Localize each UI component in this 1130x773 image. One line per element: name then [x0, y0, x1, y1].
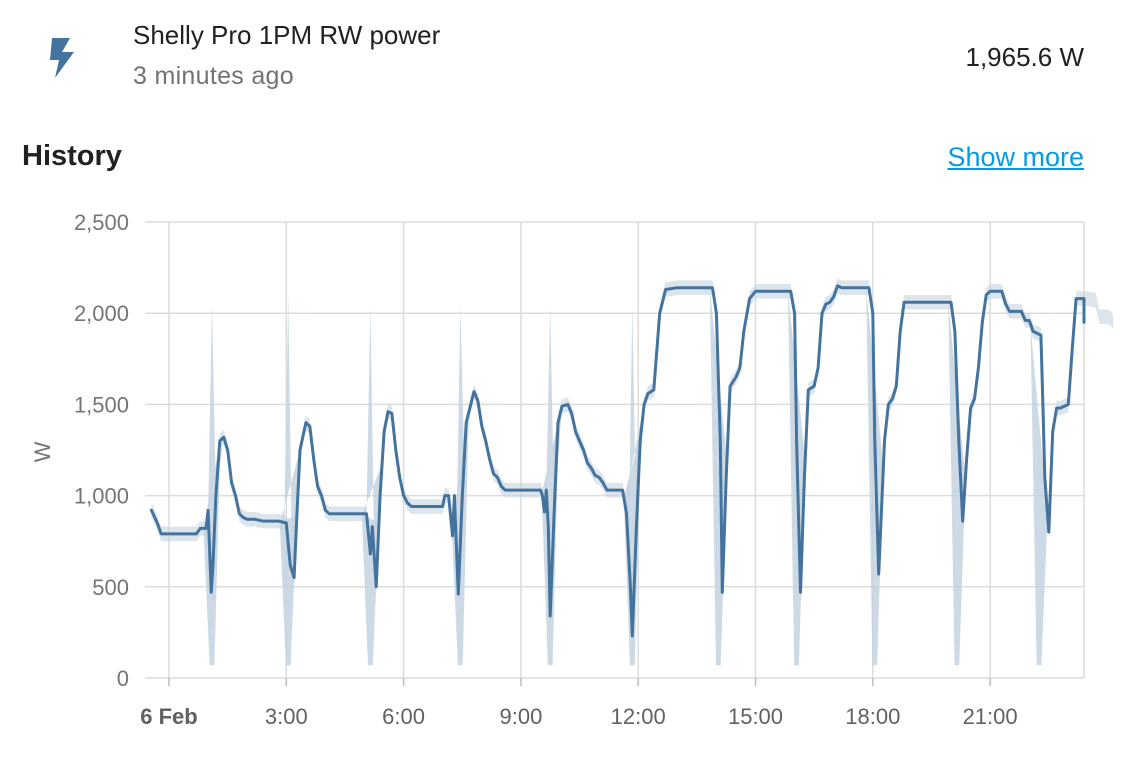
- y-tick-label: 1,000: [74, 484, 129, 509]
- min-band-spike: [948, 302, 966, 666]
- max-band-spike: [280, 294, 300, 572]
- power-series: [149, 284, 1086, 638]
- x-tick-label: 21:00: [963, 704, 1018, 729]
- max-band-spike: [452, 304, 473, 545]
- last-changed: 3 minutes ago: [133, 62, 294, 90]
- series-line: [149, 284, 1086, 638]
- y-axis: 0 500 1,000 1,500 2,000 2,500: [74, 210, 129, 691]
- x-tick-label: 12:00: [611, 704, 666, 729]
- y-axis-label: W: [30, 441, 55, 462]
- entity-row[interactable]: Shelly Pro 1PM RW power 3 minutes ago 1,…: [0, 0, 1130, 110]
- x-tick-label: 15:00: [728, 704, 783, 729]
- x-tick-label: 6:00: [382, 704, 425, 729]
- show-more-link[interactable]: Show more: [947, 142, 1084, 172]
- x-tick-label: 3:00: [265, 704, 308, 729]
- max-band-spike: [362, 304, 383, 557]
- y-tick-label: 500: [92, 575, 129, 600]
- max-band-spike: [624, 304, 645, 551]
- entity-state: 1,965.6 W: [965, 42, 1084, 72]
- x-tick-label: 6 Feb: [140, 704, 197, 729]
- y-tick-label: 1,500: [74, 392, 129, 417]
- flash-icon: [50, 38, 74, 78]
- x-tick-label: 9:00: [499, 704, 542, 729]
- entity-name: Shelly Pro 1PM RW power: [133, 20, 441, 50]
- y-tick-label: 2,500: [74, 210, 129, 235]
- history-title: History: [22, 140, 122, 172]
- x-tick-label: 18:00: [845, 704, 900, 729]
- x-axis: 6 Feb 3:00 6:00 9:00 12:00 15:00 18:00 21:00: [140, 678, 1018, 729]
- min-band-spike: [1030, 323, 1048, 666]
- min-max-envelope: [151, 278, 1114, 644]
- y-tick-label: 0: [117, 666, 129, 691]
- y-tick-label: 2,000: [74, 301, 129, 326]
- history-chart[interactable]: 0 500 1,000 1,500 2,000 2,500 6 Feb 3:00 6:00 9:…: [0, 200, 1130, 760]
